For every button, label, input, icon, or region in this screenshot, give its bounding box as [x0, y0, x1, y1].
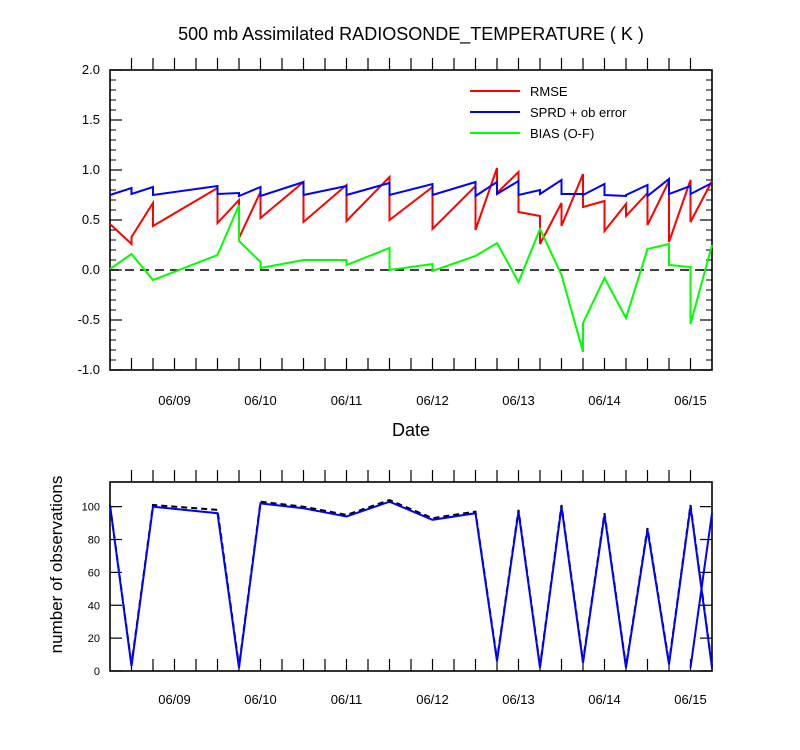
x-tick-label: 06/12: [416, 393, 449, 408]
x-axis-label: Date: [392, 420, 430, 440]
y-tick-label: -1.0: [78, 362, 100, 377]
x-tick-label: 06/15: [674, 692, 707, 707]
x-tick-label: 06/15: [674, 393, 707, 408]
y-tick-label: 20: [88, 633, 100, 645]
observations-count-chart: 100 80 60 40 20 0 06/09 06/10 06/11 06/12 06/13 06/…: [47, 470, 713, 707]
x-tick-label: 06/10: [244, 393, 277, 408]
y-tick-label: 100: [82, 502, 100, 514]
y-tick-label: 2.0: [82, 62, 100, 77]
x-tick-label: 06/09: [158, 393, 191, 408]
x-tick-label: 06/14: [588, 692, 621, 707]
x-tick-label: 06/11: [331, 692, 363, 707]
y-tick-label: -0.5: [78, 312, 100, 327]
y-tick-label: 1.0: [82, 162, 100, 177]
series-line-bias-o-f: [109, 204, 713, 353]
y-tick-label: 0.5: [82, 212, 100, 227]
rmse-sprd-bias-chart: 2.0 1.5 1.0 0.5 0.0 -0.5 -1.0 06/09 06/10 06/11 06…: [78, 24, 713, 440]
chart-title: 500 mb Assimilated RADIOSONDE_TEMPERATUR…: [178, 24, 644, 45]
y-tick-label: 0: [94, 666, 100, 678]
legend-label: BIAS (O-F): [530, 126, 594, 141]
legend-label: SPRD + ob error: [530, 105, 627, 120]
series-line-rmse: [109, 167, 713, 247]
x-tick-label: 06/13: [502, 393, 535, 408]
series-line-sprd-ob-error: [109, 176, 713, 199]
y-tick-label: 1.5: [82, 112, 100, 127]
y-tick-label: 60: [88, 567, 100, 579]
x-tick-label: 06/12: [416, 692, 449, 707]
x-tick-label: 06/10: [244, 692, 277, 707]
y-tick-label: 0.0: [82, 262, 100, 277]
x-tick-label: 06/09: [158, 692, 191, 707]
x-tick-label: 06/14: [588, 393, 621, 408]
x-tick-label: 06/11: [331, 393, 363, 408]
y-tick-label: 40: [88, 600, 100, 612]
y-tick-label: 80: [88, 535, 100, 547]
x-tick-label: 06/13: [502, 692, 535, 707]
series-line-observations-tail: [689, 513, 713, 668]
legend-label: RMSE: [530, 84, 568, 99]
y-axis-label: number of observations: [47, 476, 66, 654]
series-line-observations-used: [109, 500, 713, 668]
